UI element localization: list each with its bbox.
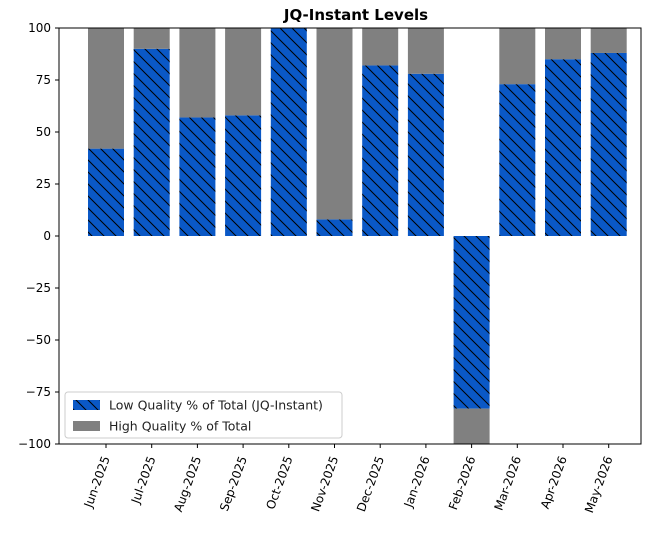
y-tick-label: −25 (26, 281, 51, 295)
legend-label-0: Low Quality % of Total (JQ-Instant) (109, 398, 323, 413)
bar-high-May-2026 (590, 28, 627, 53)
bar-high-Dec-2025 (362, 28, 399, 66)
bar-high-Mar-2026 (499, 28, 536, 85)
bar-low-hatch-Aug-2025 (179, 117, 216, 236)
bar-low-hatch-Jun-2025 (88, 148, 124, 236)
bar-high-Jun-2025 (88, 28, 124, 149)
x-tick-label: Aug-2025 (171, 454, 204, 514)
x-tick-label: Oct-2025 (263, 454, 295, 511)
bar-high-Jan-2026 (407, 28, 444, 74)
bar-low-hatch-Apr-2026 (545, 59, 581, 237)
bar-high-Nov-2025 (316, 28, 353, 220)
legend: Low Quality % of Total (JQ-Instant) High … (64, 391, 343, 439)
y-tick-label: 75 (36, 73, 51, 87)
bar-high-Apr-2026 (545, 28, 581, 60)
legend-swatch-hatch-0 (73, 400, 100, 410)
bar-high-Sep-2025 (225, 28, 262, 116)
bar-low-hatch-Nov-2025 (316, 219, 353, 236)
y-tick-label: −50 (26, 333, 51, 347)
legend-box (64, 391, 343, 439)
bar-low-hatch-Jan-2026 (407, 73, 444, 236)
x-tick-label: Jan-2026 (401, 454, 433, 510)
legend-label-1: High Quality % of Total (109, 419, 251, 434)
y-tick-label: 50 (36, 125, 51, 139)
x-tick-label: Mar-2026 (492, 454, 525, 512)
bar-low-hatch-Jul-2025 (133, 48, 170, 236)
bar-low-hatch-Sep-2025 (225, 115, 262, 236)
x-tick-label: Sep-2025 (217, 454, 250, 513)
x-tick-label: Nov-2025 (308, 454, 341, 513)
bar-high-Jul-2025 (133, 28, 170, 49)
bar-high-Aug-2025 (179, 28, 216, 118)
x-tick-label: Feb-2026 (446, 454, 478, 512)
x-tick-label: Jun-2025 (81, 454, 113, 510)
y-tick-label: 0 (43, 229, 51, 243)
y-tick-label: −75 (26, 385, 51, 399)
bars-layer (88, 28, 627, 444)
bar-low-hatch-May-2026 (590, 52, 627, 237)
x-tick-label: Apr-2026 (538, 454, 570, 510)
x-tick-label: Jul-2025 (128, 454, 158, 506)
bar-low-hatch-Mar-2026 (499, 84, 536, 236)
y-tick-label: −100 (18, 437, 51, 451)
bar-high-Feb-2026 (453, 408, 490, 444)
bar-low-hatch-Feb-2026 (453, 236, 490, 409)
y-tick-label: 25 (36, 177, 51, 191)
x-tick-label: May-2026 (582, 454, 615, 515)
x-tick-label: Dec-2025 (354, 454, 387, 513)
chart-title: JQ-Instant Levels (283, 6, 428, 24)
legend-swatch-1 (73, 421, 100, 431)
bar-low-hatch-Dec-2025 (362, 65, 399, 236)
y-tick-label: 100 (28, 21, 51, 35)
bar-low-hatch-Oct-2025 (270, 28, 307, 236)
